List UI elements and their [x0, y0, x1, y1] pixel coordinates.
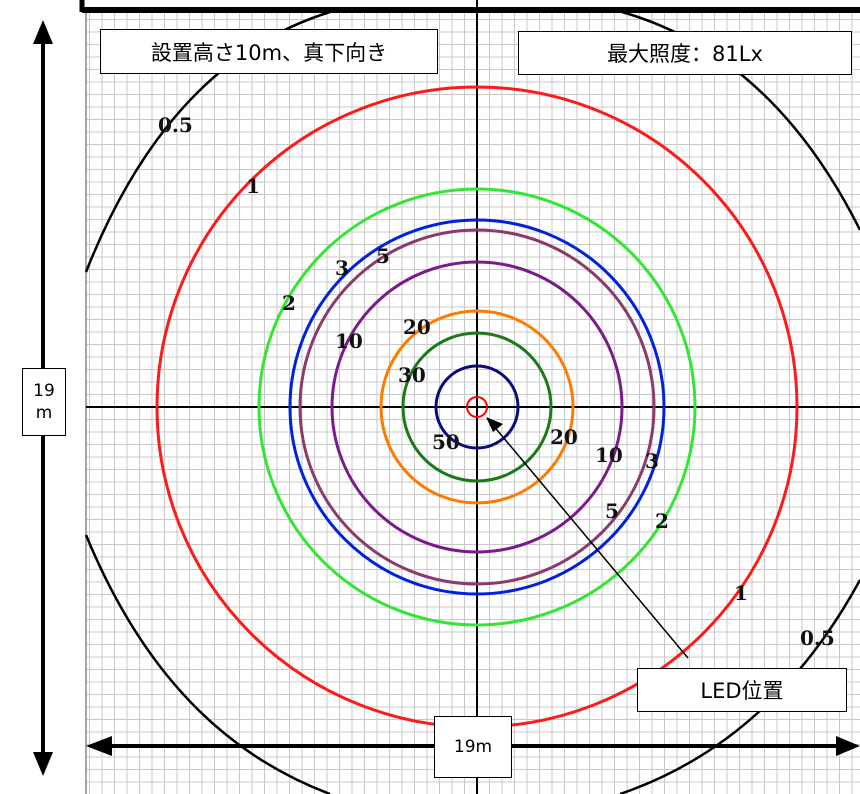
contour-2 — [257, 187, 697, 627]
contour-label: 50 — [432, 430, 460, 454]
contour-20 — [379, 309, 575, 505]
led-position-label: LED位置 — [637, 668, 847, 712]
contour-30 — [401, 331, 553, 483]
contour-label: 30 — [398, 363, 426, 387]
contour-label: 0.5 — [158, 113, 193, 137]
contour-5 — [298, 228, 656, 586]
install-info-label: 設置高さ10m、真下向き — [100, 29, 438, 74]
height-dimension-unit: m — [35, 403, 53, 423]
height-arrow-head-top — [33, 20, 53, 44]
contour-label: 20 — [403, 315, 431, 339]
led-pointer-line — [491, 423, 689, 659]
contour-0.5 — [84, 10, 860, 794]
grid — [85, 12, 860, 794]
contour-label: 5 — [605, 499, 619, 523]
contour-label: 20 — [550, 425, 578, 449]
contour-label: 1 — [734, 581, 748, 605]
contour-label: 5 — [376, 244, 390, 268]
contour-label: 10 — [595, 443, 623, 467]
height-arrow-head-bottom — [33, 752, 53, 776]
width-arrow-head-right — [836, 736, 860, 756]
led-pointer-head — [486, 417, 503, 432]
contour-label: 2 — [282, 291, 296, 315]
contour-label: 0.5 — [800, 626, 835, 650]
contour-label: 10 — [335, 329, 363, 353]
top-frame — [79, 0, 860, 13]
contour-50 — [434, 364, 520, 450]
contour-label: 2 — [655, 509, 669, 533]
max-illuminance-label: 最大照度：81Lx — [518, 31, 852, 75]
contour-label: 3 — [645, 449, 659, 473]
contour-10 — [330, 260, 624, 554]
contour-labels: 0.5 0.5 1 1 2 2 3 3 5 5 10 10 20 20 30 50 — [158, 113, 835, 650]
contour-label: 3 — [335, 256, 349, 280]
height-dimension-label: 19 m — [22, 368, 66, 436]
contour-label: 1 — [246, 174, 260, 198]
contour-3 — [288, 218, 666, 596]
contour-81 — [466, 396, 488, 418]
height-dimension-value: 19 — [33, 381, 55, 401]
width-arrow-head-left — [86, 736, 112, 756]
width-dimension-label: 19m — [434, 716, 512, 778]
